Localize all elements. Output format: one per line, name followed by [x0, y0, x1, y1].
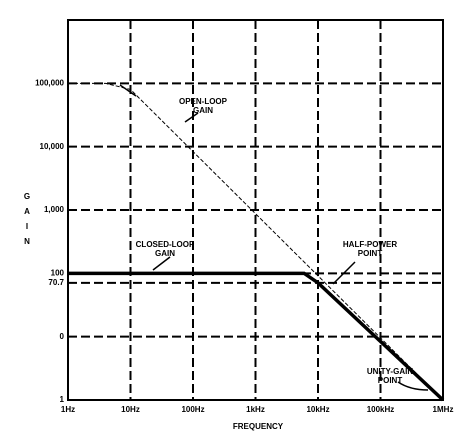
line	[68, 82, 444, 401]
y-tick-label: 10,000	[40, 142, 65, 151]
y-tick-label: 100,000	[35, 78, 64, 87]
x-tick-label: 1kHz	[246, 405, 265, 414]
x-tick-label: 10Hz	[121, 405, 140, 414]
annotation: OPEN-LOOP	[179, 97, 228, 106]
arrow	[119, 84, 137, 97]
annotation: UNITY-GAIN	[367, 367, 413, 376]
plot-frame	[67, 19, 444, 401]
y-tick-label: 70.7	[48, 278, 64, 287]
y-tick-label: 0	[60, 332, 65, 341]
x-axis-label: FREQUENCY	[233, 422, 284, 431]
x-tick-label: 10kHz	[306, 405, 329, 414]
arrow	[184, 112, 199, 123]
arrow	[152, 256, 171, 271]
x-tick-label: 100Hz	[181, 405, 204, 414]
annotation: POINT	[378, 376, 403, 385]
y-tick-label: 1	[60, 395, 65, 404]
annotation: GAIN	[193, 106, 213, 115]
x-tick-label: 1Hz	[61, 405, 75, 414]
annotation: CLOSED-LOOP	[136, 240, 195, 249]
line	[68, 271, 445, 402]
annotation: POINT	[358, 249, 383, 258]
x-tick-label: 1MHz	[433, 405, 454, 414]
y-axis-label: GAIN	[23, 192, 32, 252]
y-tick-label: 100	[51, 268, 65, 277]
y-tick-label: 1,000	[44, 205, 65, 214]
annotation: GAIN	[155, 249, 175, 258]
x-tick-label: 100kHz	[367, 405, 395, 414]
arrow	[397, 381, 429, 391]
annotation: HALF-POWER	[343, 240, 397, 249]
